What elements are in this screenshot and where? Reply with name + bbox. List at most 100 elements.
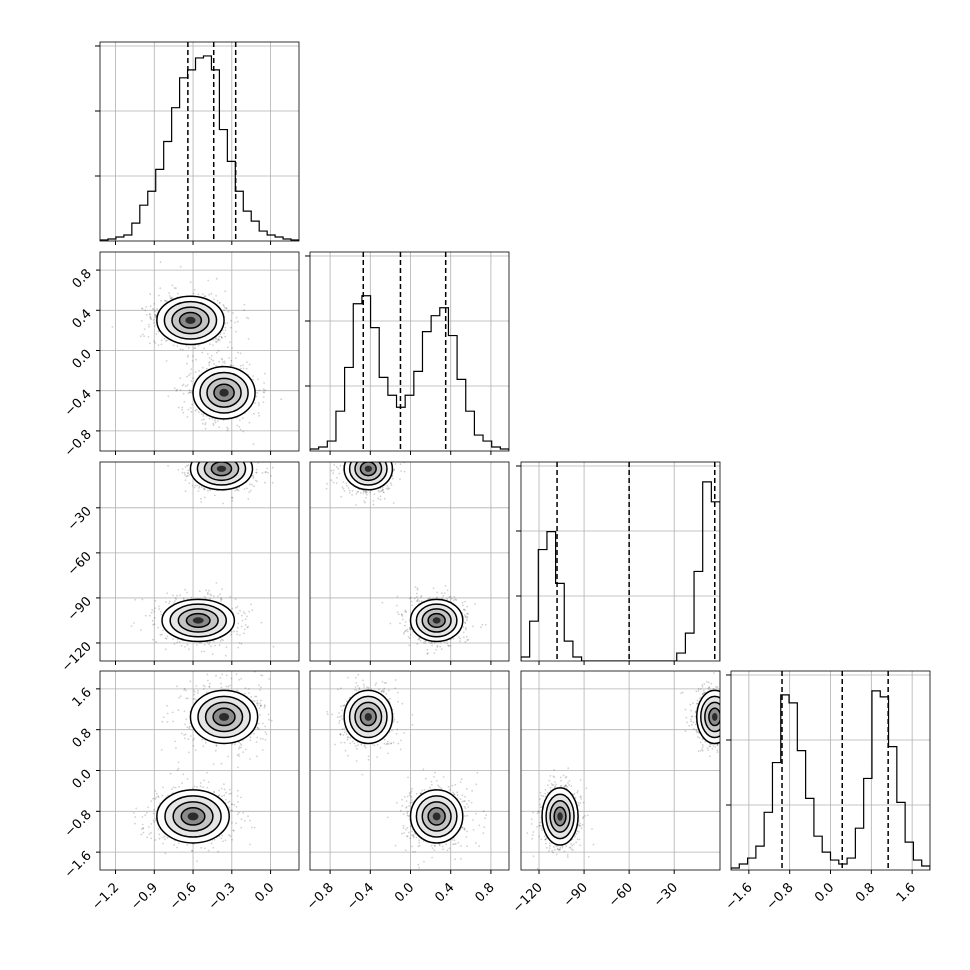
scatter-point	[216, 444, 218, 446]
scatter-point	[182, 411, 185, 414]
scatter-point	[366, 491, 368, 494]
scatter-point	[268, 678, 271, 680]
scatter-point	[236, 626, 239, 629]
scatter-point	[348, 492, 351, 494]
density-fill	[185, 316, 196, 324]
scatter-point	[230, 364, 232, 367]
scatter-point	[211, 456, 213, 458]
scatter-point	[200, 497, 202, 500]
scatter-point	[383, 497, 386, 500]
scatter-point	[209, 452, 211, 454]
scatter-point	[149, 313, 151, 316]
scatter-point	[466, 639, 469, 641]
scatter-point	[366, 447, 368, 449]
scatter-point	[334, 449, 336, 451]
scatter-point	[253, 453, 255, 455]
scatter-point	[189, 281, 192, 284]
scatter-point	[351, 489, 354, 492]
scatter-point	[382, 460, 384, 462]
scatter-point	[145, 306, 148, 308]
scatter-point	[404, 610, 407, 613]
scatter-point	[467, 638, 470, 641]
scatter-point	[188, 482, 191, 484]
scatter-point	[223, 457, 225, 459]
scatter-point	[184, 473, 186, 476]
scatter-point	[226, 458, 228, 460]
scatter-point	[248, 610, 251, 613]
scatter-point	[221, 673, 224, 676]
scatter-point	[247, 625, 250, 628]
scatter-point	[444, 641, 446, 643]
scatter-point	[229, 454, 231, 456]
scatter-point	[154, 313, 157, 316]
scatter-point	[210, 454, 212, 456]
scatter-point	[409, 628, 412, 630]
panel-frame	[99, 461, 300, 662]
scatter-point	[237, 320, 239, 323]
scatter-point	[236, 455, 238, 457]
scatter-point	[190, 368, 193, 371]
scatter-point	[183, 710, 186, 713]
scatter-point	[172, 638, 175, 640]
scatter-point	[394, 452, 396, 454]
scatter-point	[240, 642, 243, 645]
scatter-point	[364, 458, 366, 460]
scatter-point	[169, 297, 172, 299]
scatter-point	[234, 606, 237, 609]
scatter-point	[243, 455, 245, 457]
scatter-point	[403, 631, 406, 634]
scatter-point	[203, 650, 206, 653]
scatter-point	[216, 456, 218, 458]
scatter-point	[235, 456, 237, 458]
scatter-point	[159, 287, 162, 290]
scatter-point	[200, 486, 203, 488]
scatter-point	[219, 333, 222, 336]
scatter-point	[224, 290, 227, 293]
scatter-point	[367, 456, 369, 458]
scatter-point	[215, 365, 218, 367]
scatter-point	[208, 362, 210, 364]
scatter-point	[387, 458, 389, 460]
contour-line	[210, 462, 233, 477]
scatter-point	[382, 446, 384, 448]
scatter-point	[352, 457, 354, 459]
scatter-point	[366, 459, 368, 461]
scatter-point	[355, 493, 358, 495]
scatter-point	[247, 688, 250, 690]
scatter-point	[201, 456, 203, 458]
scatter-point	[159, 633, 162, 636]
scatter-point	[373, 458, 375, 460]
scatter-point	[364, 501, 366, 504]
scatter-point	[200, 459, 202, 461]
scatter-point	[465, 615, 467, 618]
scatter-point	[466, 617, 468, 620]
contour-line	[192, 365, 256, 420]
scatter-point	[185, 475, 187, 478]
scatter-point	[466, 605, 469, 608]
histogram-panel-p2	[516, 461, 721, 665]
scatter-point	[368, 438, 370, 440]
scatter-point	[192, 355, 194, 357]
scatter-point	[231, 499, 234, 502]
scatter-point	[443, 592, 446, 594]
scatter-point	[214, 455, 216, 457]
scatter-point	[384, 459, 386, 461]
contour-line	[177, 608, 219, 633]
scatter-point	[239, 428, 242, 431]
scatter-point	[241, 619, 244, 622]
scatter-point	[233, 630, 236, 633]
scatter-point	[259, 459, 261, 461]
scatter-point	[214, 749, 217, 752]
scatter-point	[381, 446, 383, 448]
scatter-point	[210, 358, 213, 361]
scatter-point	[340, 495, 343, 498]
scatter-point	[366, 448, 368, 450]
scatter-point	[177, 709, 180, 712]
scatter-point	[333, 455, 335, 457]
scatter-point	[164, 637, 167, 640]
scatter-point	[387, 458, 389, 460]
scatter-point	[236, 605, 239, 608]
scatter-point	[193, 737, 196, 740]
scatter-point	[449, 595, 452, 598]
scatter-point	[212, 344, 214, 346]
